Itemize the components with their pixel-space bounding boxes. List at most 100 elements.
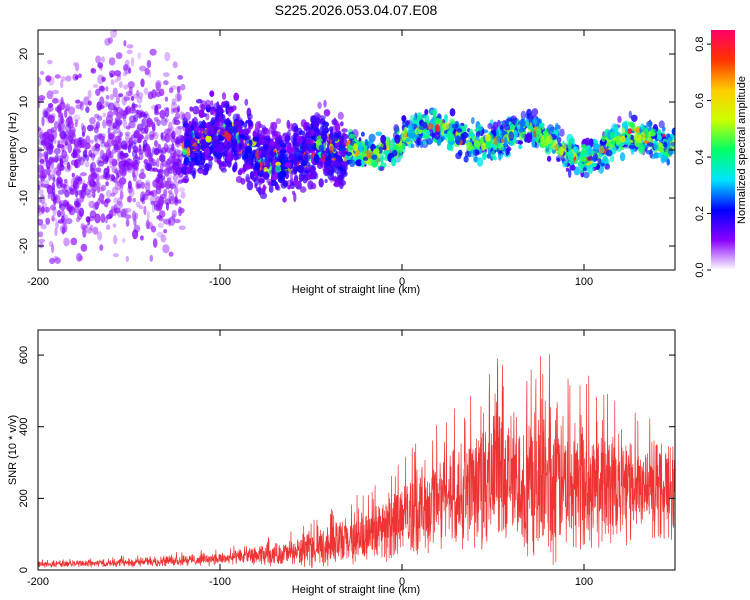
spectral-blob <box>99 96 105 106</box>
spectral-blob <box>263 143 269 150</box>
spectral-blob <box>587 164 594 175</box>
spectral-blob <box>94 113 100 119</box>
spectral-blob <box>155 157 160 168</box>
spectral-blob <box>169 132 174 137</box>
spectral-blob <box>43 168 47 179</box>
spectral-blob <box>661 126 666 132</box>
spectral-blob <box>55 221 59 229</box>
spectral-blob <box>170 126 175 132</box>
spectral-blob <box>193 125 200 134</box>
spectral-blob <box>152 131 157 137</box>
spectral-blob <box>268 184 274 193</box>
spectral-blob <box>422 122 428 129</box>
spectral-blob <box>48 133 55 142</box>
spectral-blob <box>360 131 365 137</box>
spectral-blob <box>80 223 86 231</box>
spectral-blob <box>53 157 59 163</box>
spectral-blob <box>660 154 666 164</box>
spectral-blob <box>151 161 158 167</box>
spectral-blob <box>160 135 166 142</box>
spectral-blob <box>149 134 155 141</box>
spectral-blob <box>174 194 178 204</box>
spectral-blob <box>261 186 266 195</box>
spectral-blob <box>658 120 665 129</box>
spectral-blob <box>63 178 68 184</box>
spectral-blob <box>324 163 329 171</box>
spectral-blob <box>172 61 178 69</box>
spectral-blob <box>470 117 475 125</box>
spectral-blob <box>212 135 220 142</box>
spectral-blob <box>296 135 303 145</box>
spectral-blob <box>112 253 119 258</box>
spectral-blob <box>124 96 130 101</box>
spectral-blob <box>265 149 270 157</box>
spectral-blob <box>587 156 594 161</box>
spectral-blob <box>473 140 481 148</box>
spectral-blob <box>220 167 227 173</box>
spectral-blob <box>628 121 635 128</box>
spectral-blob <box>340 136 345 144</box>
spectral-blob <box>138 144 142 152</box>
spectral-blob <box>654 144 658 150</box>
spectral-blob <box>65 105 70 112</box>
spectral-blob <box>45 206 49 214</box>
spectral-blob <box>328 159 336 168</box>
spectral-blob <box>40 176 45 183</box>
spectral-blob <box>546 155 552 162</box>
spectral-blob <box>46 166 51 176</box>
spectral-blob <box>205 99 211 109</box>
spectral-blob <box>151 204 155 213</box>
spectral-blob <box>164 133 171 143</box>
spectral-blob <box>75 75 79 80</box>
spectral-blob <box>175 166 182 176</box>
spectral-blob <box>176 140 181 145</box>
spectral-blob <box>142 139 148 149</box>
spectral-blob <box>433 131 441 140</box>
spectral-blob <box>46 184 54 195</box>
spectral-blob <box>70 151 79 159</box>
spectral-blob <box>90 68 97 74</box>
spectral-blob <box>63 182 69 192</box>
spectral-blob <box>530 127 535 133</box>
spectral-blob <box>353 143 358 152</box>
spectral-blob <box>135 201 141 208</box>
spectral-blob <box>53 167 60 176</box>
spectral-blob <box>163 72 170 78</box>
spectral-blob <box>247 158 253 166</box>
spectral-blob <box>93 123 99 131</box>
spectral-blob <box>123 94 128 103</box>
spectral-blob <box>598 153 604 158</box>
spectral-blob <box>158 183 163 189</box>
spectral-blob <box>293 125 299 133</box>
spectral-blob <box>556 128 560 139</box>
spectral-blob <box>456 128 463 133</box>
spectral-blob <box>270 179 277 187</box>
spectral-blob <box>145 179 151 186</box>
spectral-blob <box>171 142 175 152</box>
spectral-blob <box>105 101 111 108</box>
spectral-blob <box>118 93 124 98</box>
spectral-blob <box>116 170 122 178</box>
spectral-blob <box>115 144 119 153</box>
spectral-blob <box>323 99 327 108</box>
y-tick-label: -20 <box>18 238 30 254</box>
snr-frame <box>37 329 676 571</box>
spectral-blob <box>160 131 167 141</box>
spectral-blob <box>154 110 160 116</box>
spectral-blob <box>269 141 276 147</box>
spectral-blob <box>248 139 253 147</box>
spectral-blob <box>321 154 326 163</box>
spectral-blob <box>115 200 124 210</box>
spectral-blob <box>81 185 87 191</box>
spectral-blob <box>162 244 170 254</box>
spectral-blob <box>211 140 217 145</box>
spectral-blob <box>364 138 368 146</box>
spectral-blob <box>163 229 168 234</box>
spectral-blob <box>149 48 157 56</box>
spectral-blob <box>100 142 107 148</box>
spectral-blob <box>147 91 154 100</box>
spectral-blob <box>103 173 111 179</box>
spectral-blob <box>518 144 523 150</box>
spectral-blob <box>122 119 128 129</box>
